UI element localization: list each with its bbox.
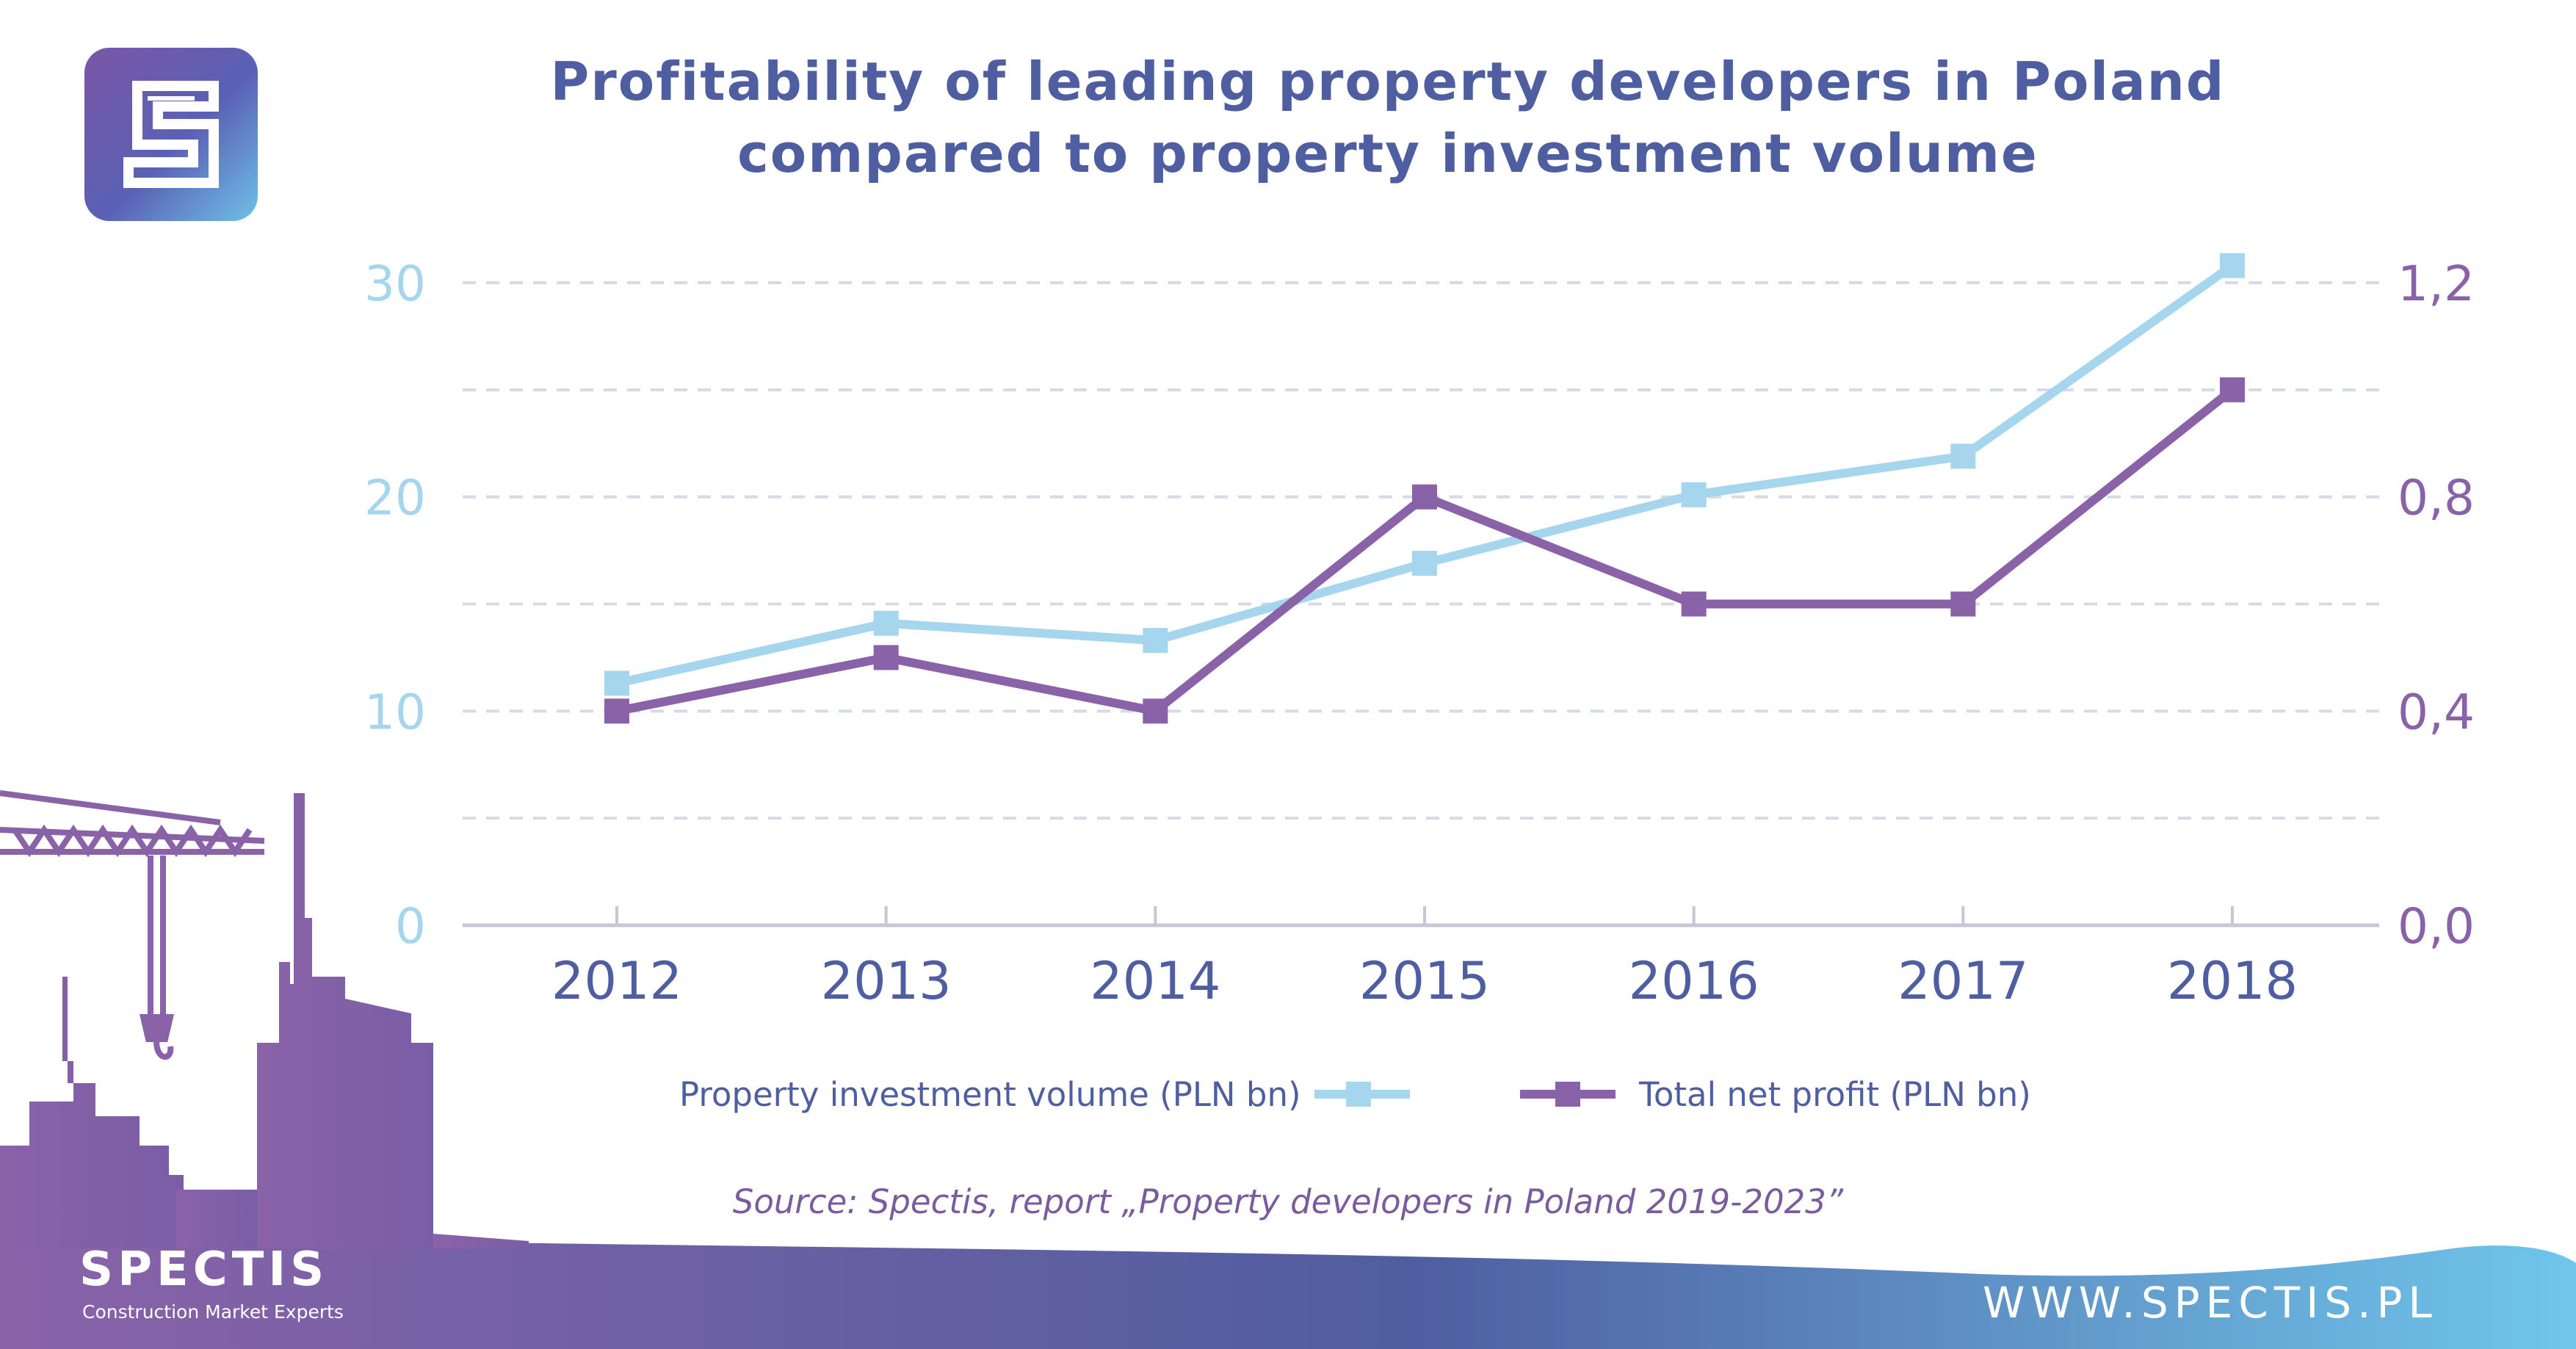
data-point-profit: [1681, 591, 1707, 617]
legend-item-profit: Total net profit (PLN bn): [1513, 1057, 2031, 1131]
legend-swatch-investment: [1314, 1082, 1410, 1107]
brand-name: SPECTIS: [79, 1243, 329, 1297]
x-tick-label: 2014: [1090, 951, 1220, 1011]
legend-label-investment: Property investment volume (PLN bn): [679, 1074, 1301, 1114]
data-point-profit: [1412, 484, 1437, 510]
title-line-1: Profitability of leading property develo…: [550, 51, 2226, 112]
data-point-profit: [1950, 591, 1976, 617]
data-point-profit: [1143, 698, 1168, 724]
chart-title: Profitability of leading property develo…: [308, 46, 2467, 189]
legend-swatch-profit: [1520, 1082, 1616, 1107]
data-point-investment: [873, 610, 899, 636]
crane-icon: [0, 790, 265, 1060]
y-left-tick-label: 30: [364, 256, 426, 312]
data-point-profit: [604, 698, 629, 724]
y-left-tick-label: 0: [395, 898, 426, 955]
brand-tagline: Construction Market Experts: [82, 1301, 344, 1323]
legend-item-investment: Property investment volume (PLN bn): [679, 1057, 1425, 1131]
chart-legend: Property investment volume (PLN bn) Tota…: [0, 1057, 2576, 1131]
data-point-investment: [604, 670, 629, 696]
y-right-tick-label: 0,8: [2398, 470, 2475, 527]
x-tick-label: 2013: [821, 951, 952, 1011]
data-point-profit: [873, 645, 899, 670]
source-note: Source: Spectis, report „Property develo…: [732, 1182, 1844, 1221]
x-tick-label: 2016: [1629, 951, 1759, 1011]
website-link[interactable]: WWW.SPECTIS.PL: [1983, 1278, 2438, 1328]
legend-label-profit: Total net profit (PLN bn): [1639, 1074, 2031, 1114]
x-tick-label: 2015: [1359, 951, 1490, 1011]
data-point-investment: [2220, 253, 2245, 278]
skyline-icon: [0, 793, 529, 1248]
data-point-profit: [2220, 377, 2245, 402]
series-line-investment: [615, 261, 2235, 688]
y-right-tick-label: 0,4: [2398, 684, 2475, 740]
y-left-tick-label: 20: [364, 470, 426, 527]
data-point-investment: [1143, 628, 1168, 654]
x-tick-label: 2018: [2167, 951, 2298, 1011]
data-point-investment: [1412, 551, 1437, 576]
data-point-investment: [1950, 444, 1976, 469]
footer-band: [0, 1241, 2576, 1349]
y-right-tick-label: 1,2: [2398, 256, 2475, 312]
y-left-tick-label: 10: [364, 684, 426, 740]
x-tick-label: 2012: [551, 951, 682, 1011]
spectis-logo: [84, 48, 258, 221]
data-point-investment: [1681, 482, 1707, 507]
y-right-tick-label: 0,0: [2398, 898, 2475, 955]
title-line-2: compared to property investment volume: [737, 123, 2038, 184]
x-tick-label: 2017: [1897, 951, 2028, 1011]
logo-mark-icon: [123, 81, 219, 188]
